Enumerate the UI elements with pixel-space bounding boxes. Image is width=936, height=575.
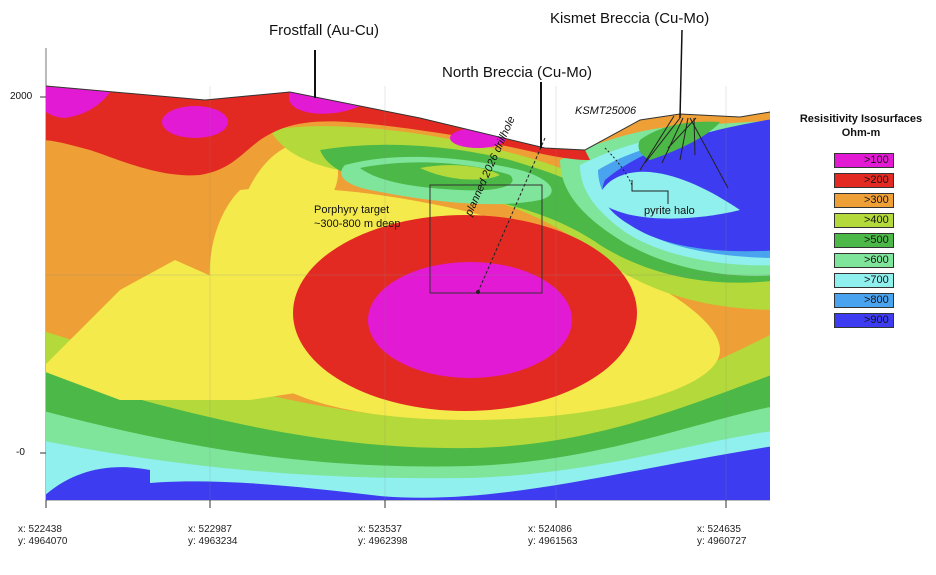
legend-item: >600 (834, 253, 894, 268)
pyrite-halo-label: pyrite halo (644, 205, 695, 217)
legend-swatch (834, 273, 894, 288)
planned-drillhole-line (477, 137, 546, 293)
legend-swatch (834, 233, 894, 248)
coord-3-x: x: 523537 (358, 524, 402, 535)
coord-4-y: y: 4961563 (528, 536, 578, 547)
porphyry-magenta-core (368, 262, 572, 378)
kismet-green-pocket (638, 121, 720, 160)
porphyry-target-box (429, 184, 543, 294)
legend-unit-text: Ohm-m (841, 127, 881, 139)
surface-magenta-frostfall (288, 92, 360, 114)
surface-red-layer (46, 86, 590, 176)
yellow-lobe-top (240, 142, 339, 225)
north-breccia-label: North Breccia (Cu-Mo) (442, 64, 593, 81)
legend-item: >500 (834, 233, 894, 248)
legend-label: >600 (864, 254, 889, 266)
coord-5-x: x: 524635 (697, 524, 741, 535)
ksmt-arc (604, 147, 633, 186)
legend-item: >700 (834, 273, 894, 288)
kismet-breccia-label: Kismet Breccia (Cu-Mo) (550, 10, 710, 27)
coord-5-y: y: 4960727 (697, 536, 747, 547)
legend-swatch (834, 293, 894, 308)
porphyry-label-line2: ~300-800 m deep (314, 218, 401, 230)
legend-title: Resisitivity Isosurfaces Ohm-m (792, 112, 930, 140)
legend-label: >400 (864, 214, 889, 226)
surface-magenta-left (46, 86, 110, 118)
coord-1-x: x: 522438 (18, 524, 62, 535)
y-axis-label-bottom: -0 (16, 447, 25, 458)
legend-label: >100 (864, 154, 889, 166)
legend-swatch (834, 193, 894, 208)
deep-band-900-left (46, 467, 150, 500)
legend-title-text: Resisitivity Isosurfaces (799, 113, 923, 125)
legend-swatch (834, 213, 894, 228)
y-axis-label-top: 2000 (10, 91, 33, 102)
coord-4: x: 524086 y: 4961563 (528, 524, 578, 548)
legend-item: >200 (834, 173, 894, 188)
legend-label: >800 (864, 294, 889, 306)
legend-swatch (834, 153, 894, 168)
legend-label: >900 (864, 314, 889, 326)
legend-swatch (834, 313, 894, 328)
drillhole-end-marker (476, 290, 480, 294)
coord-2: x: 522987 y: 4963234 (188, 524, 238, 548)
legend-label: >200 (864, 174, 889, 186)
legend-label: >300 (864, 194, 889, 206)
upper-pocket-400 (420, 165, 500, 180)
legend-swatch (834, 173, 894, 188)
frostfall-label: Frostfall (Au-Cu) (269, 22, 380, 39)
legend-item: >800 (834, 293, 894, 308)
legend-item: >900 (834, 313, 894, 328)
legend-label: >500 (864, 234, 889, 246)
coord-1: x: 522438 y: 4964070 (18, 524, 68, 548)
pyrite-halo-bracket (631, 180, 669, 204)
ksmt-label: KSMT25006 (575, 105, 637, 117)
surface-magenta-mid (162, 106, 228, 138)
coord-3-y: y: 4962398 (358, 536, 408, 547)
legend-label: >700 (864, 274, 889, 286)
coord-2-x: x: 522987 (188, 524, 232, 535)
resistivity-model (46, 86, 770, 500)
legend-item: >400 (834, 213, 894, 228)
blue-body-inner-700 (599, 171, 740, 219)
porphyry-label-line1: Porphyry target (314, 204, 390, 216)
legend-swatch (834, 253, 894, 268)
ksmt-drill-traces (639, 115, 729, 189)
kismet-marker (679, 29, 683, 119)
coord-3: x: 523537 y: 4962398 (358, 524, 408, 548)
coord-4-x: x: 524086 (528, 524, 572, 535)
coord-1-y: y: 4964070 (18, 536, 68, 547)
coord-2-y: y: 4963234 (188, 536, 238, 547)
terrain-surface-line (45, 85, 771, 151)
coord-5: x: 524635 y: 4960727 (697, 524, 747, 548)
legend-item: >300 (834, 193, 894, 208)
legend-item: >100 (834, 153, 894, 168)
